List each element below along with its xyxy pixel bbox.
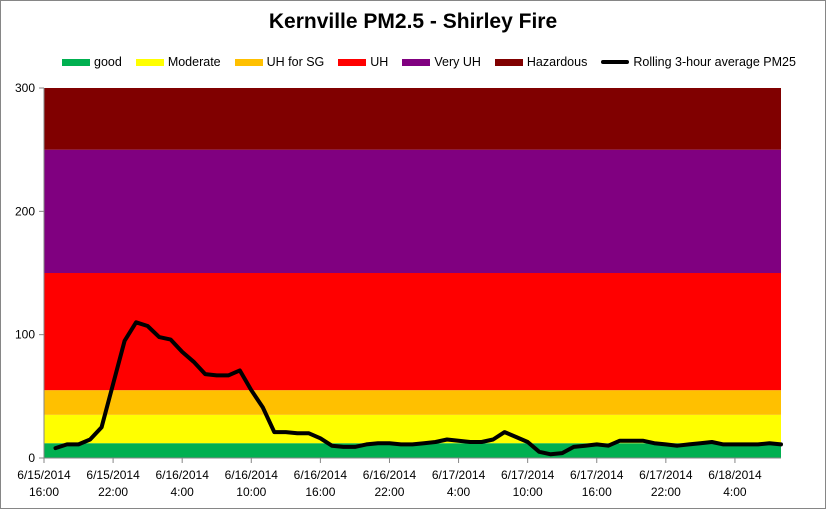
y-tick-label: 100: [15, 328, 35, 342]
x-tick-label-date: 6/17/2014: [570, 468, 624, 482]
legend-swatch: [402, 58, 431, 66]
legend-item-good: good: [62, 55, 122, 69]
x-tick-label-date: 6/16/2014: [294, 468, 348, 482]
x-tick-label-date: 6/17/2014: [432, 468, 486, 482]
legend-swatch: [338, 58, 367, 66]
legend-item-hazardous: Hazardous: [494, 55, 588, 69]
x-tick-label-date: 6/17/2014: [501, 468, 555, 482]
x-tick-label-time: 10:00: [513, 485, 543, 499]
x-tick-label-date: 6/16/2014: [225, 468, 279, 482]
legend-item-moderate: Moderate: [135, 55, 221, 69]
chart-title: Kernville PM2.5 - Shirley Fire: [268, 10, 558, 33]
x-tick-label-time: 4:00: [447, 485, 471, 499]
legend-swatch: [62, 58, 90, 66]
x-tick-label-date: 6/15/2014: [17, 468, 71, 482]
band-moderate: [44, 414, 781, 444]
legend-label: UH for SG: [266, 55, 325, 69]
x-tick-label-date: 6/15/2014: [86, 468, 140, 482]
legend-label: Rolling 3-hour average PM25: [633, 55, 796, 69]
x-tick-label-time: 22:00: [98, 485, 128, 499]
y-tick-label: 0: [28, 451, 35, 465]
x-tick-label-date: 6/18/2014: [708, 468, 762, 482]
x-tick-label-time: 16:00: [582, 485, 612, 499]
legend-label: Hazardous: [526, 55, 588, 69]
legend-swatch: [135, 58, 164, 66]
x-tick-label-date: 6/16/2014: [363, 468, 417, 482]
x-tick-label-time: 4:00: [171, 485, 195, 499]
x-tick-label-date: 6/16/2014: [155, 468, 209, 482]
x-tick-label-time: 16:00: [29, 485, 59, 499]
legend-line-swatch: [601, 60, 630, 64]
legend-label: Moderate: [167, 55, 221, 69]
band-hazardous: [44, 88, 781, 150]
series-line-rolling-average: [53, 320, 783, 457]
legend-item-rolling-average: Rolling 3-hour average PM25: [601, 55, 796, 69]
y-tick-label: 200: [15, 204, 35, 218]
legend-label: UH: [370, 55, 389, 69]
x-tick-label-time: 4:00: [723, 485, 747, 499]
band-uh: [44, 273, 781, 391]
legend-swatch: [494, 58, 523, 66]
legend-item-very-uh: Very UH: [402, 55, 481, 69]
legend-label: good: [94, 55, 122, 69]
legend-item-uh-for-sg: UH for SG: [234, 55, 325, 69]
x-tick-label-time: 10:00: [236, 485, 266, 499]
x-tick-label-time: 22:00: [651, 485, 681, 499]
band-good: [44, 443, 781, 458]
y-tick-label: 300: [15, 81, 35, 95]
legend-swatch: [234, 58, 263, 66]
legend: good Moderate UH for SG UH Very UH Hazar…: [62, 53, 810, 71]
legend-item-uh: UH: [338, 55, 388, 69]
x-tick-label-time: 16:00: [305, 485, 335, 499]
band-uh-for-sg: [44, 390, 781, 415]
x-tick-label-date: 6/17/2014: [639, 468, 693, 482]
x-tick-label-time: 22:00: [374, 485, 404, 499]
band-very-uh: [44, 149, 781, 273]
legend-label: Very UH: [434, 55, 481, 69]
